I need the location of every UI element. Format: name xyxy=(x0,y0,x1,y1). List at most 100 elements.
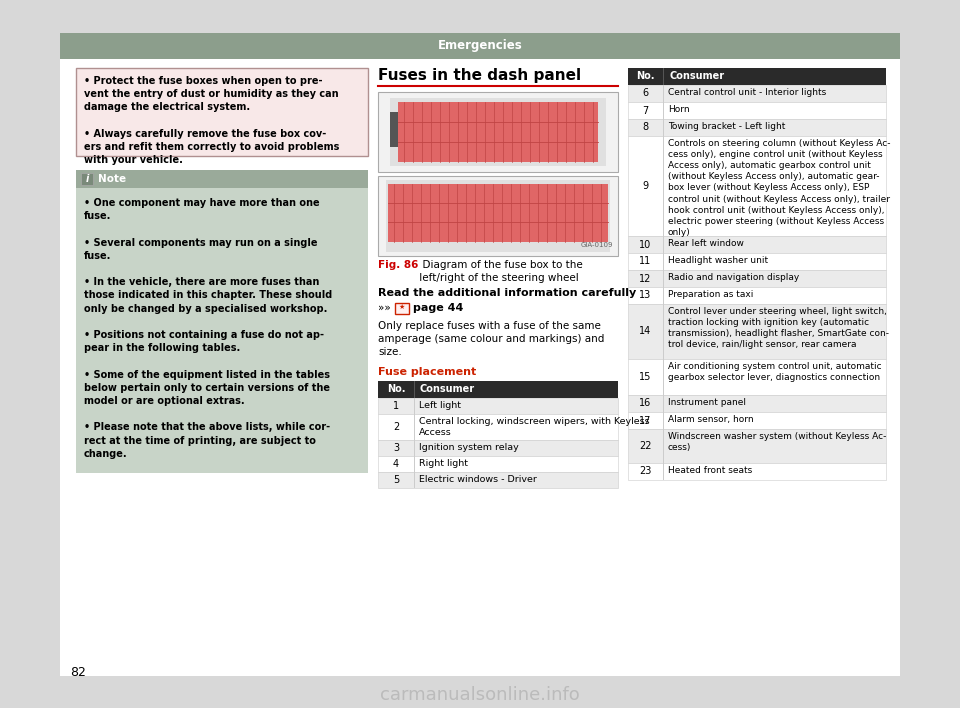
Text: 11: 11 xyxy=(639,256,652,266)
Text: 17: 17 xyxy=(639,416,652,426)
Text: 12: 12 xyxy=(639,273,652,283)
Text: 15: 15 xyxy=(639,372,652,382)
Text: Control lever under steering wheel, light switch,
traction locking with ignition: Control lever under steering wheel, ligh… xyxy=(668,307,889,349)
Bar xyxy=(663,85,664,102)
Text: 13: 13 xyxy=(639,290,652,300)
Bar xyxy=(663,136,664,236)
Bar xyxy=(663,395,664,412)
Bar xyxy=(378,456,618,472)
Bar xyxy=(390,98,606,166)
Text: 14: 14 xyxy=(639,326,652,336)
Text: 22: 22 xyxy=(639,441,652,451)
Bar xyxy=(81,173,93,185)
Bar xyxy=(378,440,618,456)
Text: 4: 4 xyxy=(393,459,399,469)
Bar xyxy=(60,33,900,676)
Text: Radio and navigation display: Radio and navigation display xyxy=(668,273,800,282)
Text: 9: 9 xyxy=(642,181,649,191)
Bar xyxy=(628,359,886,395)
Bar xyxy=(663,304,664,359)
Text: Instrument panel: Instrument panel xyxy=(668,398,746,407)
Bar xyxy=(60,33,900,59)
Bar xyxy=(378,414,618,440)
Bar xyxy=(378,92,618,172)
Bar xyxy=(628,136,886,236)
Bar xyxy=(378,176,618,256)
Text: 8: 8 xyxy=(642,122,649,132)
Bar xyxy=(663,119,664,136)
Text: Only replace fuses with a fuse of the same
amperage (same colour and markings) a: Only replace fuses with a fuse of the sa… xyxy=(378,321,605,358)
Text: Fig. 86: Fig. 86 xyxy=(378,260,419,270)
Bar xyxy=(414,456,415,472)
Text: Consumer: Consumer xyxy=(420,384,475,394)
Bar xyxy=(628,304,886,359)
Text: 5: 5 xyxy=(393,475,399,485)
Text: Right light: Right light xyxy=(419,459,468,468)
Bar xyxy=(628,85,886,102)
Bar xyxy=(628,102,886,119)
Text: Central locking, windscreen wipers, with Keyless
Access: Central locking, windscreen wipers, with… xyxy=(419,417,650,437)
Text: Diagram of the fuse box to the
 left/right of the steering wheel: Diagram of the fuse box to the left/righ… xyxy=(416,260,583,282)
Text: 6: 6 xyxy=(642,88,649,98)
Bar xyxy=(663,236,664,253)
Text: 82: 82 xyxy=(70,666,85,679)
Bar xyxy=(663,253,664,270)
Bar xyxy=(414,398,415,414)
Bar xyxy=(378,398,618,414)
Text: 10: 10 xyxy=(639,239,652,249)
Bar xyxy=(628,236,886,253)
Text: 1: 1 xyxy=(393,401,399,411)
Bar xyxy=(628,68,886,85)
Bar xyxy=(390,112,398,147)
Text: 2: 2 xyxy=(393,422,399,432)
Bar xyxy=(76,188,368,473)
Bar xyxy=(663,68,664,85)
Bar xyxy=(628,253,886,270)
Text: • Protect the fuse boxes when open to pre-
vent the entry of dust or humidity as: • Protect the fuse boxes when open to pr… xyxy=(84,76,340,165)
Bar xyxy=(378,472,618,488)
Text: carmanualsonline.info: carmanualsonline.info xyxy=(380,686,580,704)
Text: Alarm sensor, horn: Alarm sensor, horn xyxy=(668,415,754,424)
Text: 16: 16 xyxy=(639,399,652,409)
Text: Windscreen washer system (without Keyless Ac-
cess): Windscreen washer system (without Keyles… xyxy=(668,432,886,452)
Bar xyxy=(628,412,886,429)
Bar xyxy=(628,270,886,287)
Text: Fuses in the dash panel: Fuses in the dash panel xyxy=(378,68,581,83)
Bar xyxy=(663,270,664,287)
Text: Preparation as taxi: Preparation as taxi xyxy=(668,290,754,299)
Text: Rear left window: Rear left window xyxy=(668,239,744,248)
Bar xyxy=(663,102,664,119)
Text: • One component may have more than one
fuse.

• Several components may run on a : • One component may have more than one f… xyxy=(84,198,332,459)
Bar xyxy=(628,119,886,136)
Text: 3: 3 xyxy=(393,443,399,453)
Bar xyxy=(378,381,618,398)
Text: »»: »» xyxy=(378,303,391,313)
Text: Horn: Horn xyxy=(668,105,689,114)
Bar xyxy=(628,429,886,463)
Bar xyxy=(628,395,886,412)
Text: i: i xyxy=(85,174,88,184)
Bar xyxy=(388,184,608,242)
Text: Emergencies: Emergencies xyxy=(438,40,522,52)
Text: Central control unit - Interior lights: Central control unit - Interior lights xyxy=(668,88,827,97)
Bar xyxy=(398,102,598,162)
Bar xyxy=(628,287,886,304)
Text: Air conditioning system control unit, automatic
gearbox selector lever, diagnost: Air conditioning system control unit, au… xyxy=(668,362,881,382)
Text: Controls on steering column (without Keyless Ac-
cess only), engine control unit: Controls on steering column (without Key… xyxy=(668,139,891,236)
Text: No.: No. xyxy=(387,384,405,394)
Bar xyxy=(414,414,415,440)
Text: 23: 23 xyxy=(639,467,652,476)
Bar xyxy=(76,68,368,156)
Bar xyxy=(76,170,368,188)
Bar xyxy=(663,463,664,480)
Text: Read the additional information carefully: Read the additional information carefull… xyxy=(378,288,636,298)
Text: Consumer: Consumer xyxy=(669,71,724,81)
Text: Towing bracket - Left light: Towing bracket - Left light xyxy=(668,122,785,131)
Text: Fuse placement: Fuse placement xyxy=(378,367,476,377)
Text: Electric windows - Driver: Electric windows - Driver xyxy=(419,475,537,484)
Bar xyxy=(663,287,664,304)
Text: 7: 7 xyxy=(642,105,649,115)
Text: ★: ★ xyxy=(398,304,405,310)
Bar xyxy=(663,359,664,395)
Text: GIA-0109: GIA-0109 xyxy=(581,242,613,248)
